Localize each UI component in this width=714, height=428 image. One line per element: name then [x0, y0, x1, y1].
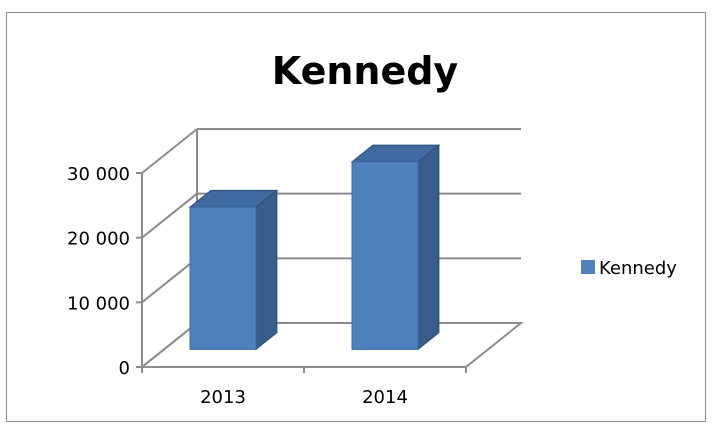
gridline-side-2: [141, 192, 198, 239]
y-tick-label: 0: [119, 358, 130, 379]
x-tick-label: 2013: [200, 387, 246, 408]
chart-title: Kennedy: [272, 49, 459, 93]
legend: Kennedy: [581, 258, 677, 279]
bar: [188, 189, 279, 351]
gridline-side-3: [141, 128, 198, 174]
y-tick-labels: 0 10 000 20 000 30 000: [67, 164, 130, 379]
bar-front: [189, 206, 257, 350]
y-tick-label: 20 000: [67, 229, 130, 250]
legend-label: Kennedy: [599, 258, 677, 279]
y-tick-label: 30 000: [67, 164, 130, 185]
gridline-side-0: [141, 322, 198, 368]
bars: [188, 144, 441, 351]
bar-front: [351, 161, 419, 350]
axes: [136, 172, 467, 373]
gridline-side-1: [141, 257, 198, 304]
bar-side: [255, 189, 278, 351]
y-tick-label: 10 000: [67, 293, 130, 314]
legend-swatch: [581, 260, 595, 274]
x-tick-labels: 2013 2014: [200, 387, 408, 408]
x-tick-label: 2014: [362, 387, 408, 408]
bar: [350, 144, 441, 351]
bar-side: [417, 144, 440, 351]
